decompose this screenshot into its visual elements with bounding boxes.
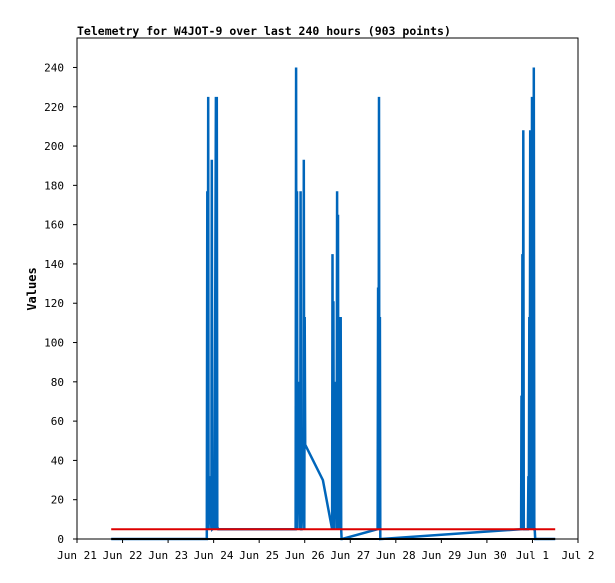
y-tick-label: 60	[51, 415, 64, 428]
y-axis-label: Values	[25, 267, 39, 310]
y-tick-label: 220	[44, 101, 64, 114]
x-axis: Jun 21 Jun 22 Jun 23 Jun 24 Jun 25 Jun 26 Jun …	[57, 539, 595, 562]
y-tick-label: 100	[44, 337, 64, 350]
x-tick-label: Jul 1	[516, 549, 549, 562]
x-tick-label: Jun 25	[239, 549, 279, 562]
y-tick-label: 140	[44, 258, 64, 271]
y-tick-label: 240	[44, 61, 64, 74]
y-tick-label: 180	[44, 179, 64, 192]
y-tick-label: 80	[51, 376, 64, 389]
y-tick-label: 120	[44, 297, 64, 310]
x-tick-label: Jun 22	[103, 549, 143, 562]
x-tick-label: Jun 28	[376, 549, 416, 562]
x-tick-label: Jun 21	[57, 549, 97, 562]
y-tick-label: 0	[57, 533, 64, 546]
y-tick-label: 20	[51, 494, 64, 507]
series-line-0	[111, 67, 556, 541]
y-tick-label: 160	[44, 219, 64, 232]
y-tick-label: 200	[44, 140, 64, 153]
x-tick-label: Jun 26	[285, 549, 325, 562]
x-tick-label: Jun 30	[467, 549, 507, 562]
x-tick-label: Jul 2	[561, 549, 594, 562]
y-tick-label: 40	[51, 454, 64, 467]
x-tick-label: Jun 27	[330, 549, 370, 562]
x-tick-label: Jun 23	[148, 549, 188, 562]
y-axis: 0 20 40 60 80 100 120 140 160 180 200 220 240	[44, 61, 77, 546]
plot-frame	[76, 37, 579, 540]
x-tick-label: Jun 24	[194, 549, 234, 562]
chart-title: Telemetry for W4JOT-9 over last 240 hour…	[77, 24, 451, 38]
x-tick-label: Jun 29	[421, 549, 461, 562]
series-layer	[111, 67, 556, 541]
